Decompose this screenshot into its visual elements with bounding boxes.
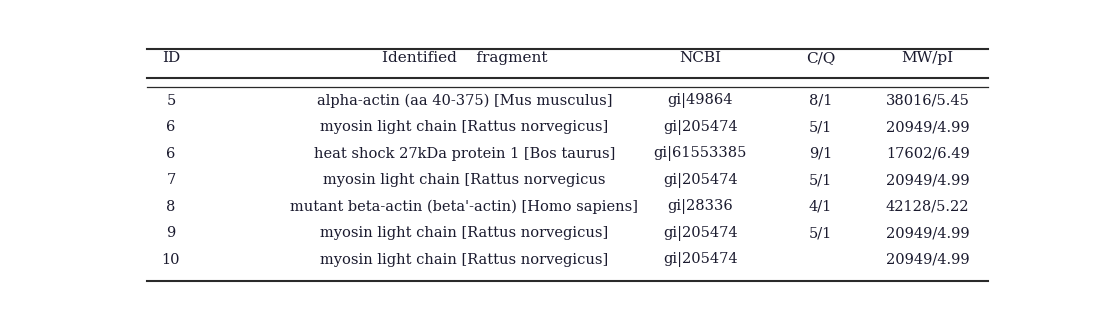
Text: 20949/4.99: 20949/4.99 xyxy=(886,226,970,240)
Text: NCBI: NCBI xyxy=(680,51,722,65)
Text: 6: 6 xyxy=(166,147,176,161)
Text: ID: ID xyxy=(162,51,180,65)
Text: myosin light chain [Rattus norvegicus]: myosin light chain [Rattus norvegicus] xyxy=(320,252,609,267)
Text: 5: 5 xyxy=(166,94,176,108)
Text: 5/1: 5/1 xyxy=(809,120,832,134)
Text: gi|49864: gi|49864 xyxy=(668,94,733,109)
Text: alpha-actin (aa 40-375) [Mus musculus]: alpha-actin (aa 40-375) [Mus musculus] xyxy=(317,94,612,108)
Text: 20949/4.99: 20949/4.99 xyxy=(886,252,970,267)
Text: myosin light chain [Rattus norvegicus: myosin light chain [Rattus norvegicus xyxy=(323,173,606,187)
Text: MW/pI: MW/pI xyxy=(901,51,954,65)
Text: heat shock 27kDa protein 1 [Bos taurus]: heat shock 27kDa protein 1 [Bos taurus] xyxy=(313,147,615,161)
Text: gi|205474: gi|205474 xyxy=(663,226,737,241)
Text: 7: 7 xyxy=(166,173,176,187)
Text: 10: 10 xyxy=(162,252,180,267)
Text: myosin light chain [Rattus norvegicus]: myosin light chain [Rattus norvegicus] xyxy=(320,226,609,240)
Text: 9/1: 9/1 xyxy=(809,147,832,161)
Text: 8: 8 xyxy=(166,200,176,214)
Text: 8/1: 8/1 xyxy=(809,94,832,108)
Text: myosin light chain [Rattus norvegicus]: myosin light chain [Rattus norvegicus] xyxy=(320,120,609,134)
Text: 9: 9 xyxy=(166,226,176,240)
Text: 20949/4.99: 20949/4.99 xyxy=(886,173,970,187)
Text: gi|205474: gi|205474 xyxy=(663,120,737,135)
Text: 5/1: 5/1 xyxy=(809,226,832,240)
Text: gi|205474: gi|205474 xyxy=(663,173,737,188)
Text: 4/1: 4/1 xyxy=(809,200,832,214)
Text: gi|28336: gi|28336 xyxy=(668,199,733,214)
Text: mutant beta-actin (beta'-actin) [Homo sapiens]: mutant beta-actin (beta'-actin) [Homo sa… xyxy=(290,199,639,214)
Text: 42128/5.22: 42128/5.22 xyxy=(886,200,970,214)
Text: 6: 6 xyxy=(166,120,176,134)
Text: 5/1: 5/1 xyxy=(809,173,832,187)
Text: gi|61553385: gi|61553385 xyxy=(653,146,747,161)
Text: 38016/5.45: 38016/5.45 xyxy=(886,94,970,108)
Text: gi|205474: gi|205474 xyxy=(663,252,737,267)
Text: 17602/6.49: 17602/6.49 xyxy=(886,147,970,161)
Text: C/Q: C/Q xyxy=(806,51,835,65)
Text: Identified    fragment: Identified fragment xyxy=(382,51,547,65)
Text: 20949/4.99: 20949/4.99 xyxy=(886,120,970,134)
